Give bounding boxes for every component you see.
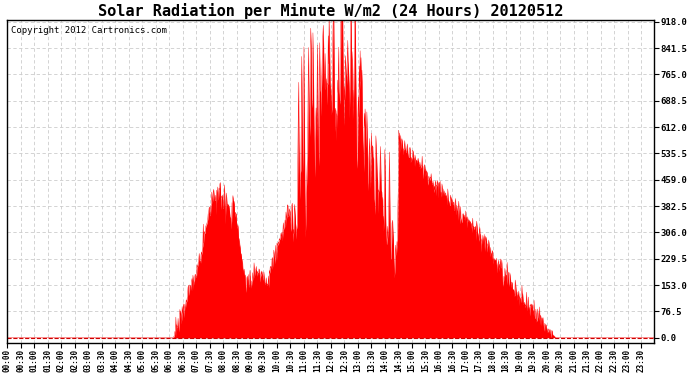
Title: Solar Radiation per Minute W/m2 (24 Hours) 20120512: Solar Radiation per Minute W/m2 (24 Hour… (98, 3, 563, 19)
Text: Copyright 2012 Cartronics.com: Copyright 2012 Cartronics.com (10, 26, 166, 35)
